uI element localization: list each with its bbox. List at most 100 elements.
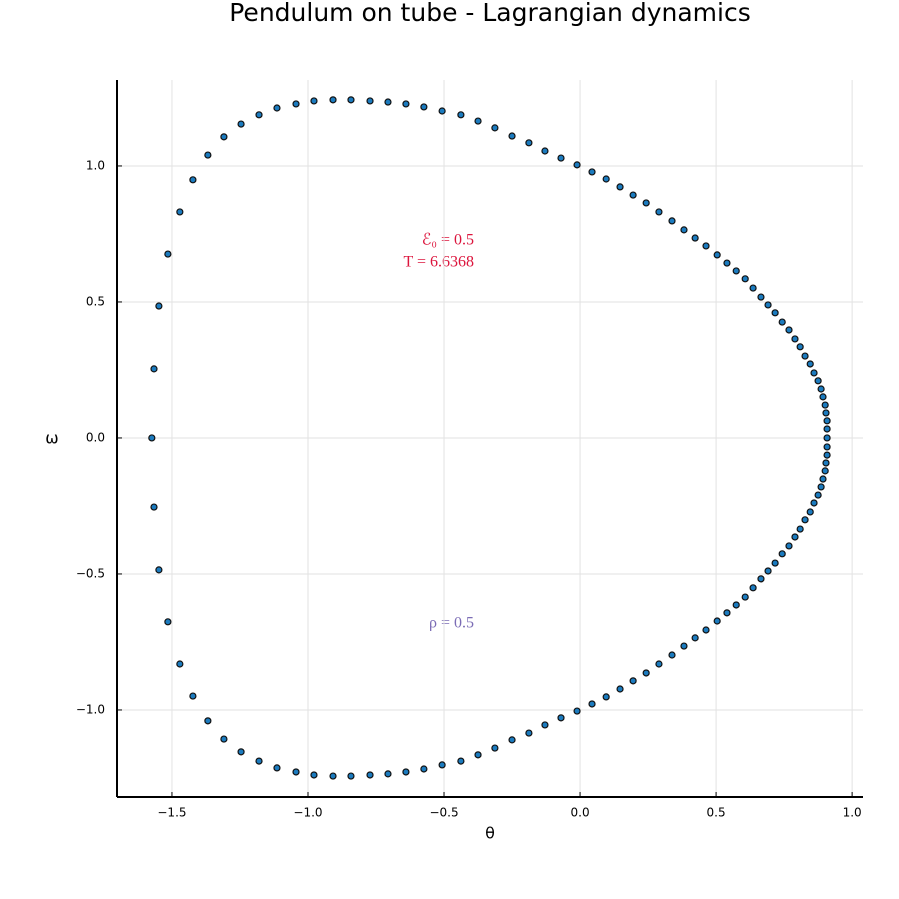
x-tick-label: 0.0 [571, 806, 590, 820]
data-point [810, 369, 818, 377]
y-tick-label: 0.5 [86, 294, 105, 308]
data-point [508, 132, 516, 140]
x-tick-label: 1.0 [843, 806, 862, 820]
data-point [822, 409, 830, 417]
data-point [155, 302, 163, 310]
data-point [292, 100, 300, 108]
data-point [347, 96, 355, 104]
data-point [347, 772, 355, 780]
data-point [541, 721, 549, 729]
data-point [806, 360, 814, 368]
data-point [629, 191, 637, 199]
data-point [814, 491, 822, 499]
data-point [366, 97, 374, 105]
data-point [602, 693, 610, 701]
chart-title: Pendulum on tube - Lagrangian dynamics [229, 0, 751, 27]
data-point [474, 117, 482, 125]
data-point [817, 385, 825, 393]
data-point [796, 343, 804, 351]
data-point [273, 764, 281, 772]
data-point [806, 508, 814, 516]
data-point [817, 483, 825, 491]
data-point [329, 96, 337, 104]
data-point [176, 660, 184, 668]
data-point [732, 267, 740, 275]
data-point [204, 151, 212, 159]
data-point [220, 735, 228, 743]
data-point [810, 499, 818, 507]
data-point [757, 575, 765, 583]
data-point [491, 124, 499, 132]
data-point [629, 677, 637, 685]
data-point [823, 434, 831, 442]
data-point [273, 104, 281, 112]
y-tick-label: 1.0 [86, 158, 105, 172]
data-point [189, 176, 197, 184]
data-point [176, 208, 184, 216]
data-point [702, 626, 710, 634]
y-tick-label: 0.0 [86, 430, 105, 444]
data-point [420, 103, 428, 111]
data-point [557, 714, 565, 722]
data-point [616, 183, 624, 191]
data-point [438, 107, 446, 115]
data-point [164, 618, 172, 626]
data-point [541, 147, 549, 155]
data-point [189, 692, 197, 700]
data-point [823, 451, 831, 459]
data-point [588, 700, 596, 708]
data-point [801, 516, 809, 524]
data-point [155, 566, 163, 574]
data-point [438, 761, 446, 769]
data-point [819, 393, 827, 401]
data-point [588, 168, 596, 176]
data-point [791, 335, 799, 343]
data-point [741, 275, 749, 283]
data-point [757, 293, 765, 301]
data-point [771, 309, 779, 317]
data-point [723, 259, 731, 267]
data-point [310, 771, 318, 779]
data-point [778, 550, 786, 558]
data-point [642, 669, 650, 677]
data-point [237, 120, 245, 128]
x-tick-label: −1.0 [293, 806, 322, 820]
data-point [310, 97, 318, 105]
data-point [668, 217, 676, 225]
data-point [384, 98, 392, 106]
annotation: ρ = 0.5 [429, 615, 474, 632]
data-point [616, 685, 624, 693]
data-point [821, 401, 829, 409]
data-point [255, 111, 263, 119]
data-point [655, 208, 663, 216]
x-tick-label: −0.5 [429, 806, 458, 820]
data-point [823, 443, 831, 451]
x-tick-label: 0.5 [707, 806, 726, 820]
data-point [702, 242, 710, 250]
data-point [785, 542, 793, 550]
data-point [680, 226, 688, 234]
data-point [741, 593, 749, 601]
annotation: ℰ₀ = 0.5 [422, 232, 474, 249]
data-point [823, 417, 831, 425]
data-point [713, 617, 721, 625]
data-point [573, 707, 581, 715]
data-point [749, 284, 757, 292]
data-point [796, 525, 804, 533]
data-point [525, 729, 533, 737]
data-point [329, 772, 337, 780]
data-point [602, 175, 610, 183]
data-point [164, 250, 172, 258]
data-point [655, 660, 663, 668]
data-point [668, 651, 676, 659]
data-point [642, 199, 650, 207]
data-point [791, 533, 799, 541]
data-point [713, 251, 721, 259]
data-point [819, 475, 827, 483]
data-point [778, 318, 786, 326]
data-point [220, 133, 228, 141]
x-axis-label: θ [485, 824, 495, 843]
y-axis-label: ω [45, 429, 58, 448]
data-point [384, 770, 392, 778]
